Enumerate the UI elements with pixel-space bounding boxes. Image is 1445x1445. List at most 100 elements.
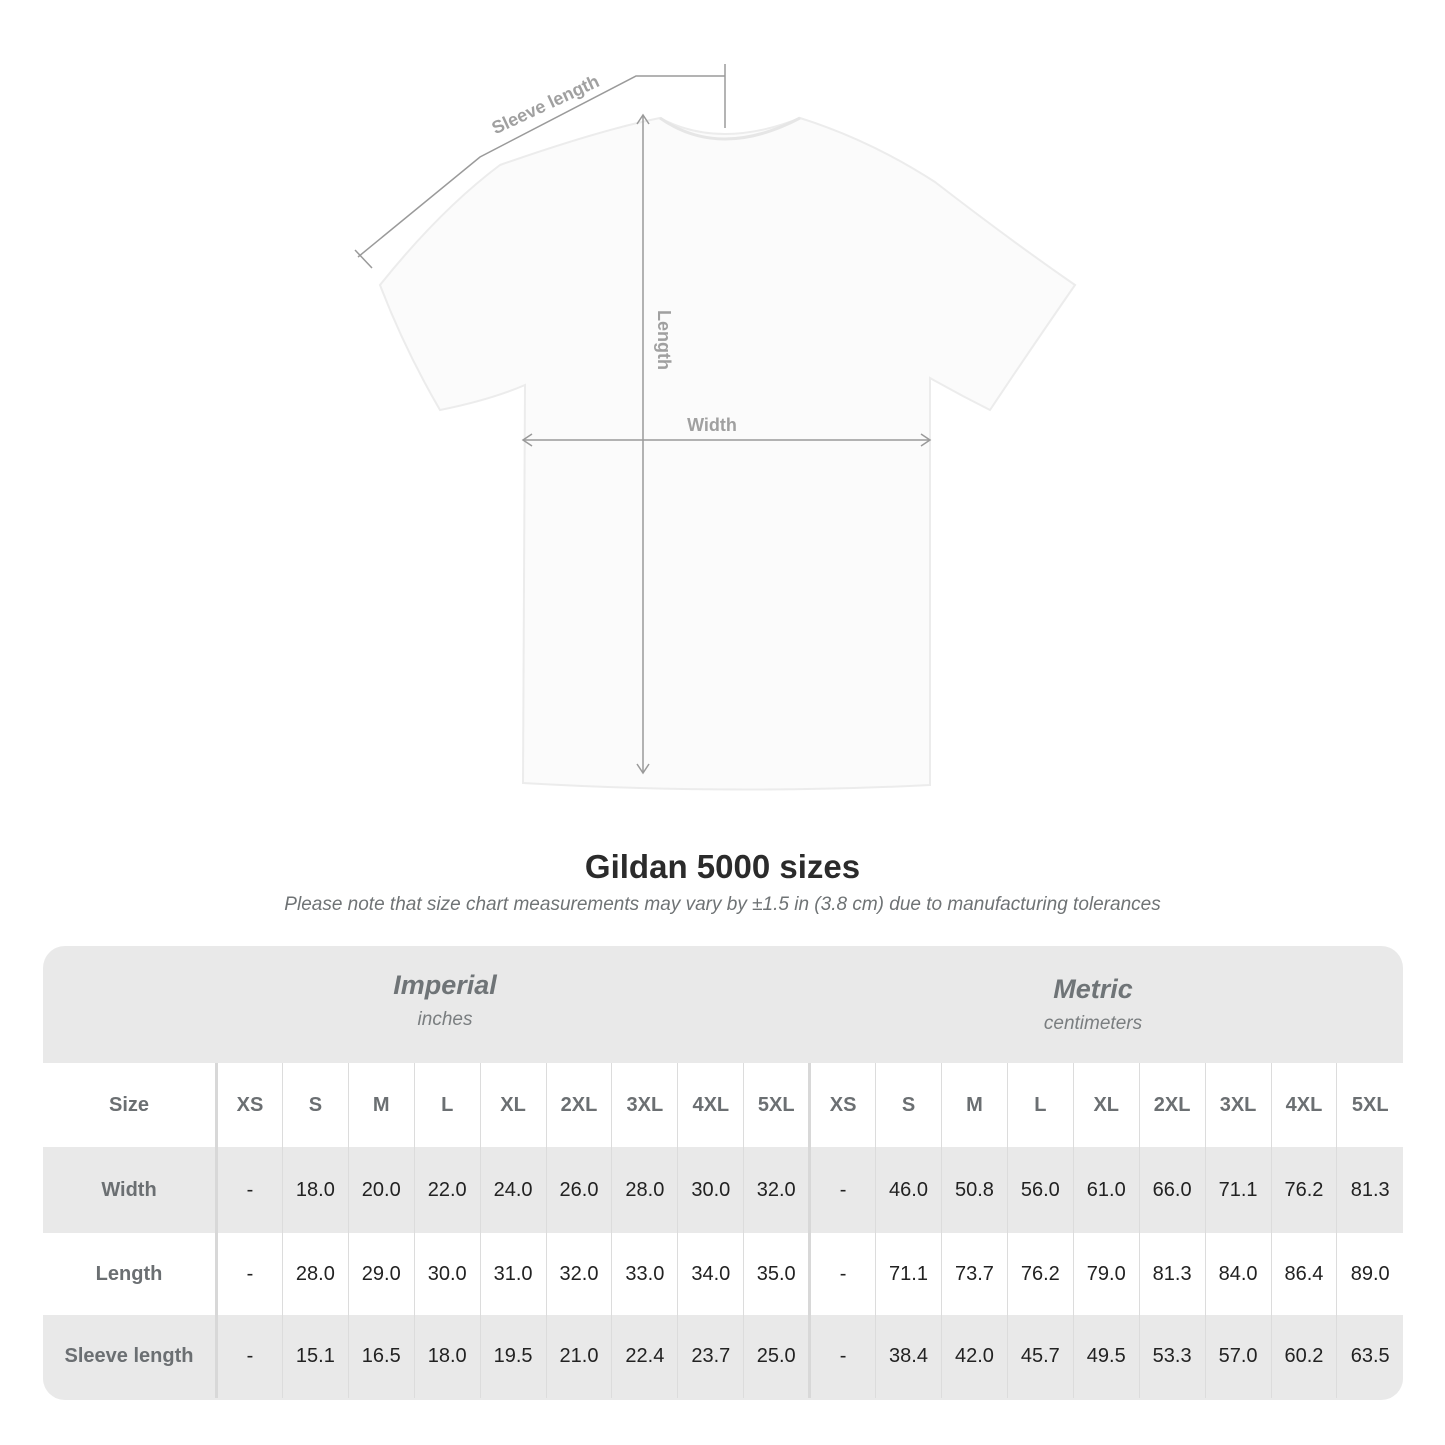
metric-cell: 45.7: [1006, 1315, 1074, 1398]
metric-unit: centimeters: [1043, 1013, 1143, 1034]
row-label: Width: [43, 1147, 218, 1233]
metric-heading: Metric: [1053, 974, 1133, 1004]
imperial-cell: 25.0: [743, 1315, 810, 1398]
imperial-cell: 24.0: [479, 1147, 547, 1233]
neckline: [659, 116, 801, 141]
metric-cell: -: [808, 1233, 876, 1315]
metric-size-5xl: 5XL: [1336, 1063, 1403, 1147]
imperial-cell: 31.0: [479, 1233, 547, 1315]
metric-size-4xl: 4XL: [1270, 1063, 1337, 1147]
imperial-cell: 18.0: [281, 1147, 349, 1233]
imperial-cell: 21.0: [545, 1315, 612, 1398]
table-row-width: Width -18.0 20.0 22.0 24.0 26.0 28.0 30.0 32.0-4…: [43, 1147, 1403, 1233]
tshirt-shape: [378, 116, 1077, 791]
imperial-cell: 26.0: [545, 1147, 612, 1233]
imperial-cell: 32.0: [743, 1147, 810, 1233]
metric-size-xs: XS: [808, 1063, 876, 1147]
imperial-cell: 18.0: [413, 1315, 481, 1398]
metric-cell: 81.3: [1138, 1233, 1206, 1315]
metric-size-s: S: [875, 1063, 942, 1147]
imperial-cell: 34.0: [677, 1233, 744, 1315]
width-arrow-right: [920, 433, 932, 447]
imperial-cell: 22.4: [611, 1315, 678, 1398]
metric-cell: 56.0: [1006, 1147, 1074, 1233]
imperial-size-3xl: 3XL: [611, 1063, 678, 1147]
metric-cell: 46.0: [875, 1147, 942, 1233]
metric-cell: 57.0: [1204, 1315, 1271, 1398]
imperial-unit: inches: [417, 1009, 473, 1030]
sleeve-measure-line: [357, 75, 725, 258]
imperial-heading: Imperial: [393, 970, 497, 1000]
imperial-cell: -: [216, 1233, 283, 1315]
metric-cell: 79.0: [1072, 1233, 1140, 1315]
imperial-cell: 35.0: [743, 1233, 810, 1315]
length-arrow-bottom: [636, 763, 650, 775]
size-table-panel: Imperial inches Metric centimeters Size X…: [43, 946, 1403, 1400]
imperial-size-4xl: 4XL: [677, 1063, 744, 1147]
metric-cell: 38.4: [875, 1315, 942, 1398]
table-row-sleeve-length: Sleeve length -15.1 16.5 18.0 19.5 21.0 22.4 23…: [43, 1315, 1403, 1398]
imperial-cell: 28.0: [611, 1147, 678, 1233]
metric-cell: 84.0: [1204, 1233, 1271, 1315]
imperial-size-s: S: [281, 1063, 349, 1147]
metric-size-2xl: 2XL: [1138, 1063, 1206, 1147]
sleeve-tick-left: [354, 249, 373, 269]
metric-size-xl: XL: [1072, 1063, 1140, 1147]
metric-cell: 76.2: [1270, 1147, 1337, 1233]
imperial-size-2xl: 2XL: [545, 1063, 612, 1147]
metric-cell: 42.0: [940, 1315, 1008, 1398]
imperial-size-l: L: [413, 1063, 481, 1147]
metric-cell: -: [808, 1315, 876, 1398]
imperial-cell: 23.7: [677, 1315, 744, 1398]
imperial-cell: 33.0: [611, 1233, 678, 1315]
metric-cell: 71.1: [1204, 1147, 1271, 1233]
metric-cell: 73.7: [940, 1233, 1008, 1315]
imperial-size-xl: XL: [479, 1063, 547, 1147]
imperial-cell: 30.0: [413, 1233, 481, 1315]
metric-cell: 60.2: [1270, 1315, 1337, 1398]
size-table: Size XS S M L XL 2XL 3XL 4XL 5XL XS S M L XL 2XL 3XL 4XL 5…: [43, 1063, 1403, 1398]
metric-cell: 63.5: [1336, 1315, 1403, 1398]
metric-cell: 49.5: [1072, 1315, 1140, 1398]
imperial-header: Imperial inches: [217, 970, 673, 1031]
size-label: Size: [43, 1063, 218, 1147]
imperial-cell: 30.0: [677, 1147, 744, 1233]
imperial-cell: 22.0: [413, 1147, 481, 1233]
width-label: Width: [687, 415, 737, 435]
imperial-cell: -: [216, 1147, 283, 1233]
metric-size-l: L: [1006, 1063, 1074, 1147]
metric-cell: 53.3: [1138, 1315, 1206, 1398]
imperial-cell: 28.0: [281, 1233, 349, 1315]
imperial-cell: 16.5: [347, 1315, 415, 1398]
metric-size-m: M: [940, 1063, 1008, 1147]
metric-cell: 89.0: [1336, 1233, 1403, 1315]
imperial-cell: 15.1: [281, 1315, 349, 1398]
metric-header: Metric centimeters: [865, 974, 1321, 1035]
tolerance-note: Please note that size chart measurements…: [284, 894, 1161, 915]
metric-cell: -: [808, 1147, 876, 1233]
length-arrow-top: [636, 113, 650, 125]
width-arrow-left: [521, 433, 533, 447]
imperial-size-m: M: [347, 1063, 415, 1147]
tshirt-diagram: Sleeve length Length Width: [354, 64, 1077, 791]
imperial-size-xs: XS: [216, 1063, 283, 1147]
imperial-cell: 20.0: [347, 1147, 415, 1233]
imperial-size-5xl: 5XL: [743, 1063, 810, 1147]
metric-cell: 76.2: [1006, 1233, 1074, 1315]
metric-cell: 71.1: [875, 1233, 942, 1315]
imperial-cell: -: [216, 1315, 283, 1398]
imperial-cell: 32.0: [545, 1233, 612, 1315]
metric-cell: 61.0: [1072, 1147, 1140, 1233]
imperial-cell: 19.5: [479, 1315, 547, 1398]
metric-size-3xl: 3XL: [1204, 1063, 1271, 1147]
chart-title: Gildan 5000 sizes: [584, 848, 861, 885]
imperial-cell: 29.0: [347, 1233, 415, 1315]
metric-cell: 50.8: [940, 1147, 1008, 1233]
size-header-row: Size XS S M L XL 2XL 3XL 4XL 5XL XS S M L XL 2XL 3XL 4XL 5…: [43, 1063, 1403, 1147]
row-label: Sleeve length: [43, 1315, 218, 1398]
metric-cell: 81.3: [1336, 1147, 1403, 1233]
table-row-length: Length -28.0 29.0 30.0 31.0 32.0 33.0 34.0 35.0-…: [43, 1233, 1403, 1315]
row-label: Length: [43, 1233, 218, 1315]
metric-cell: 86.4: [1270, 1233, 1337, 1315]
metric-cell: 66.0: [1138, 1147, 1206, 1233]
